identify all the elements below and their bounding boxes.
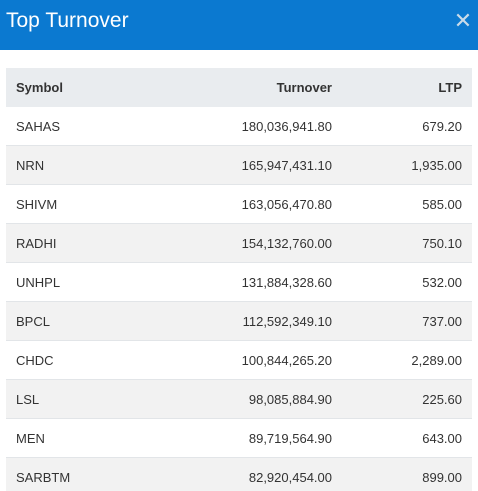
cell-turnover: 112,592,349.10 — [166, 301, 342, 341]
table-row: SAHAS 180,036,941.80 679.20 — [6, 107, 472, 146]
cell-ltp: 679.20 — [422, 118, 462, 134]
column-header-ltp: LTP — [342, 68, 472, 107]
turnover-table-container: Symbol Turnover LTP SAHAS 180,036,941.80… — [6, 68, 472, 491]
cell-ltp: 225.60 — [342, 379, 472, 419]
cell-turnover: 131,884,328.60 — [166, 262, 342, 302]
cell-ltp: 899.00 — [342, 457, 472, 491]
close-icon[interactable]: ✕ — [453, 8, 473, 33]
cell-symbol: LSL — [6, 379, 166, 419]
cell-symbol: UNHPL — [6, 262, 166, 302]
cell-ltp: 737.00 — [342, 301, 472, 341]
table-header-row: Symbol Turnover LTP — [6, 68, 472, 107]
cell-ltp: 750.10 — [342, 223, 472, 263]
cell-symbol: RADHI — [6, 223, 166, 263]
cell-turnover: 180,036,941.80 — [241, 118, 332, 134]
cell-turnover: 154,132,760.00 — [166, 223, 342, 263]
modal-title: Top Turnover — [6, 9, 129, 32]
column-header-symbol: Symbol — [6, 68, 166, 107]
cell-turnover: 98,085,884.90 — [166, 379, 342, 419]
table-row: LSL 98,085,884.90 225.60 — [6, 379, 472, 419]
cell-symbol: SHIVM — [6, 184, 166, 224]
table-row: RADHI 154,132,760.00 750.10 — [6, 223, 472, 263]
cell-ltp: 532.00 — [342, 262, 472, 302]
cell-turnover: 165,947,431.10 — [166, 145, 342, 185]
cell-symbol: CHDC — [6, 340, 166, 380]
cell-symbol: SAHAS — [16, 118, 61, 134]
cell-turnover: 89,719,564.90 — [166, 418, 342, 458]
column-header-turnover: Turnover — [166, 68, 342, 107]
cell-ltp: 643.00 — [342, 418, 472, 458]
cell-turnover: 82,920,454.00 — [166, 457, 342, 491]
cell-symbol: BPCL — [6, 301, 166, 341]
cell-turnover: 163,056,470.80 — [166, 184, 342, 224]
cell-ltp: 1,935.00 — [342, 145, 472, 185]
table-row: SARBTM 82,920,454.00 899.00 — [6, 457, 472, 491]
table-row: MEN 89,719,564.90 643.00 — [6, 418, 472, 458]
cell-symbol: NRN — [6, 145, 166, 185]
turnover-table: Symbol Turnover LTP SAHAS 180,036,941.80… — [6, 68, 472, 491]
modal-header: Top Turnover ✕ — [0, 0, 478, 50]
table-row: NRN 165,947,431.10 1,935.00 — [6, 145, 472, 185]
cell-symbol: MEN — [6, 418, 166, 458]
cell-turnover: 100,844,265.20 — [166, 340, 342, 380]
table-row: CHDC 100,844,265.20 2,289.00 — [6, 340, 472, 380]
table-row: SHIVM 163,056,470.80 585.00 — [6, 184, 472, 224]
table-row: BPCL 112,592,349.10 737.00 — [6, 301, 472, 341]
cell-symbol: SARBTM — [6, 457, 166, 491]
cell-ltp: 2,289.00 — [342, 340, 472, 380]
table-row: UNHPL 131,884,328.60 532.00 — [6, 262, 472, 302]
cell-ltp: 585.00 — [342, 184, 472, 224]
